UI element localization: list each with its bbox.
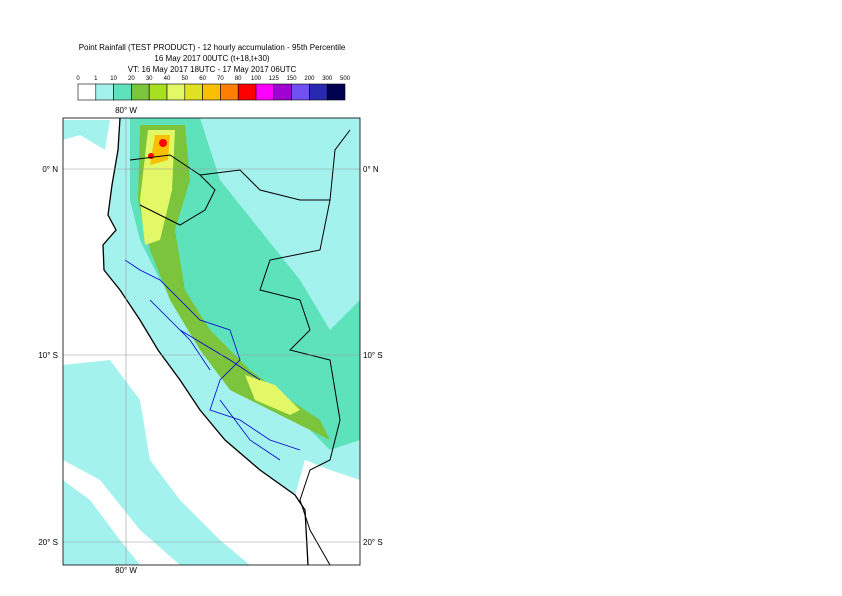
lon-label: 80° W xyxy=(115,106,137,115)
legend-swatch xyxy=(273,83,292,101)
lon-label: 80° W xyxy=(115,566,137,575)
legend-swatch xyxy=(166,83,186,101)
legend-label: 70 xyxy=(217,76,224,82)
legend-swatch xyxy=(255,83,275,101)
regions xyxy=(124,259,301,461)
title: Point Rainfall (TEST PRODUCT) - 12 hourl… xyxy=(79,43,346,52)
lat-label: 20° S xyxy=(363,538,383,547)
legend-label: 0 xyxy=(76,76,80,82)
legend-swatch xyxy=(131,83,150,101)
legend-swatch xyxy=(202,83,221,101)
legend-label: 60 xyxy=(199,76,206,82)
legend-swatch xyxy=(326,83,346,101)
legend-swatch xyxy=(237,83,257,101)
header: Point Rainfall (TEST PRODUCT) - 12 hourl… xyxy=(79,43,346,74)
lat-label: 10° S xyxy=(363,351,383,360)
map xyxy=(63,118,360,565)
rain-80 xyxy=(159,139,167,147)
legend-swatch xyxy=(77,83,97,101)
legend-swatch xyxy=(309,83,328,101)
legend-swatch xyxy=(184,83,203,101)
graticule xyxy=(63,118,360,565)
run-time: 16 May 2017 00UTC (t+18,t+30) xyxy=(154,54,270,63)
legend-label: 40 xyxy=(164,76,171,82)
legend-swatch xyxy=(113,83,132,101)
legend-swatch xyxy=(220,83,239,101)
legend-label: 80 xyxy=(235,76,242,82)
legend-label: 20 xyxy=(128,76,135,82)
legend-swatch xyxy=(148,83,168,101)
frame xyxy=(62,117,361,566)
rain-10 xyxy=(130,118,360,450)
legend-swatch xyxy=(95,83,114,101)
legend-label: 300 xyxy=(322,76,333,82)
coastline xyxy=(102,118,309,565)
legend-label: 500 xyxy=(340,76,351,82)
legend-label: 1 xyxy=(94,76,98,82)
lat-label: 20° S xyxy=(38,538,58,547)
legend-label: 200 xyxy=(304,76,315,82)
lat-label: 10° S xyxy=(38,351,58,360)
legend-swatch xyxy=(291,83,310,101)
legend-label: 150 xyxy=(287,76,298,82)
legend-label: 30 xyxy=(146,76,153,82)
ocean-rain xyxy=(63,120,250,565)
legend-label: 100 xyxy=(251,76,262,82)
legend-label: 50 xyxy=(181,76,188,82)
legend: 0 1 10 20 30 40 50 60 70 80 100 125 150 200 300 500 xyxy=(76,76,351,101)
valid-time: VT: 16 May 2017 18UTC - 17 May 2017 06UT… xyxy=(128,65,297,74)
lat-label: 0° N xyxy=(42,165,58,174)
lat-label: 0° N xyxy=(363,165,379,174)
legend-label: 125 xyxy=(269,76,280,82)
legend-label: 10 xyxy=(110,76,117,82)
